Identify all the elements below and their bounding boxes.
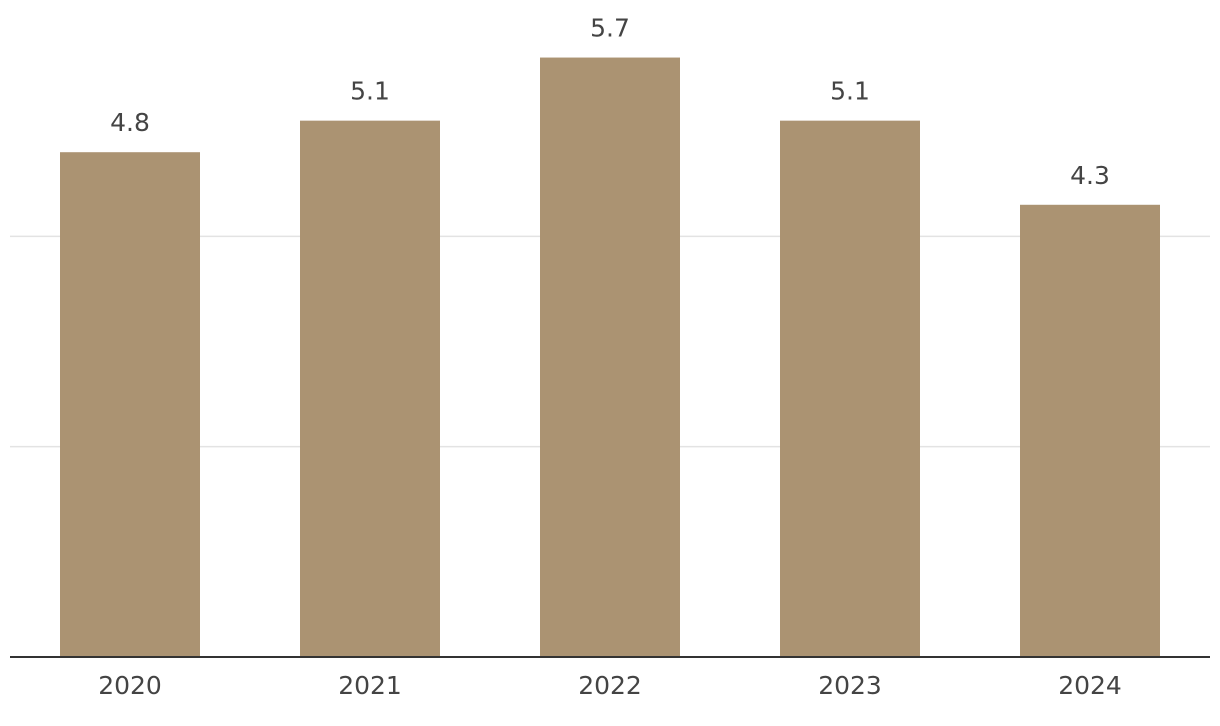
x-tick-label: 2024	[1058, 671, 1122, 700]
x-tick-label: 2022	[578, 671, 642, 700]
value-label: 4.8	[110, 108, 150, 137]
bar	[300, 120, 440, 657]
x-tick-label: 2023	[818, 671, 882, 700]
bar	[60, 152, 200, 657]
bar	[780, 120, 920, 657]
bar	[1020, 204, 1160, 658]
x-tick-label: 2020	[98, 671, 162, 700]
value-label: 5.1	[350, 77, 390, 106]
x-tick-label: 2021	[338, 671, 402, 700]
value-label: 4.3	[1070, 161, 1110, 190]
value-label: 5.1	[830, 77, 870, 106]
bar	[540, 57, 680, 658]
value-label: 5.7	[590, 14, 630, 43]
